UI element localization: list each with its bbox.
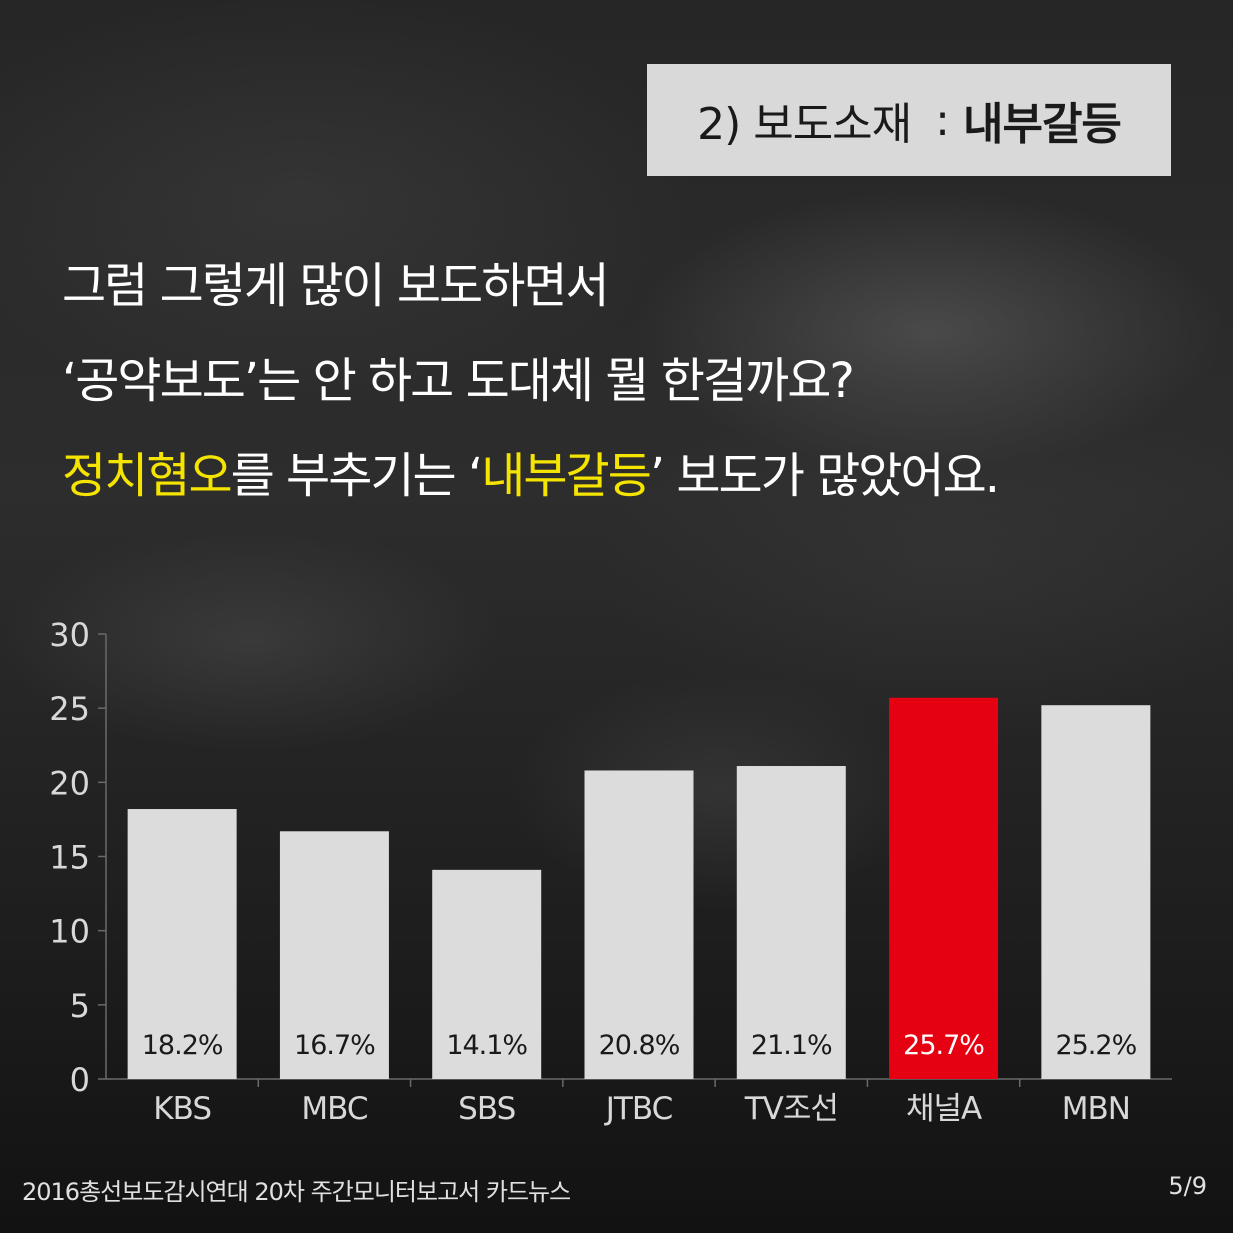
x-tick-label: TV조선 (744, 1091, 838, 1127)
data-label: 16.7% (294, 1030, 375, 1061)
data-label: 20.8% (599, 1030, 680, 1061)
headline-highlight-internal-conflict: 내부갈등 (481, 448, 652, 504)
data-label: 21.1% (751, 1030, 832, 1061)
section-title-box: 2) 보도소재 : 내부갈등 (647, 64, 1171, 176)
page-number: 5/9 (1168, 1172, 1207, 1200)
headline-line-2: ‘공약보도’는 안 하고 도대체 뭘 한걸까요? (62, 353, 855, 409)
data-label: 14.1% (446, 1030, 527, 1061)
x-tick-label: JTBC (604, 1091, 672, 1127)
bar-MBC (279, 831, 389, 1079)
y-tick-label: 30 (49, 616, 90, 654)
section-title-emphasis: 내부갈등 (962, 99, 1122, 150)
data-label: 25.2% (1055, 1030, 1136, 1061)
bar-chart: 0 5 10 15 20 25 30 18.2% KBS 16.7% MBC 14.1% SBS 20.8… (49, 616, 1172, 1127)
y-tick-label: 25 (49, 690, 90, 728)
y-tick-label: 5 (70, 987, 90, 1025)
x-tick-label: 채널A (906, 1091, 982, 1127)
headline-text-segment: 를 부추기는 ‘ (230, 448, 484, 504)
footer-source: 2016총선보도감시연대 20차 주간모니터보고서 카드뉴스 (22, 1178, 571, 1206)
section-title-separator: : (935, 94, 950, 146)
bar-MBN (1041, 705, 1151, 1079)
headline-text-segment-end: ’ 보도가 많았어요. (649, 448, 1000, 504)
x-tick-label: KBS (153, 1091, 211, 1127)
y-tick-label: 15 (49, 839, 90, 877)
data-label: 25.7% (903, 1030, 984, 1061)
y-tick-label: 10 (49, 913, 90, 951)
x-tick-label: MBC (301, 1091, 367, 1127)
headline-line-3: 정치혐오를 부추기는 ‘내부갈등’ 보도가 많았어요. (62, 452, 1000, 500)
headline-line-1: 그럼 그렇게 많이 보도하면서 (62, 258, 610, 314)
bar-KBS (127, 809, 237, 1079)
bar-JTBC (584, 770, 694, 1079)
bar-SBS (432, 869, 542, 1079)
headline-highlight-political-disgust: 정치혐오 (62, 448, 233, 504)
y-tick-label: 20 (49, 764, 90, 802)
bar-채널A (889, 697, 999, 1079)
bar-TV조선 (736, 766, 846, 1079)
y-tick-label: 0 (70, 1061, 90, 1099)
data-label: 18.2% (142, 1030, 223, 1061)
x-tick-label: SBS (458, 1091, 515, 1127)
section-title-prefix: 2) 보도소재 (697, 99, 912, 150)
x-tick-label: MBN (1062, 1091, 1130, 1127)
